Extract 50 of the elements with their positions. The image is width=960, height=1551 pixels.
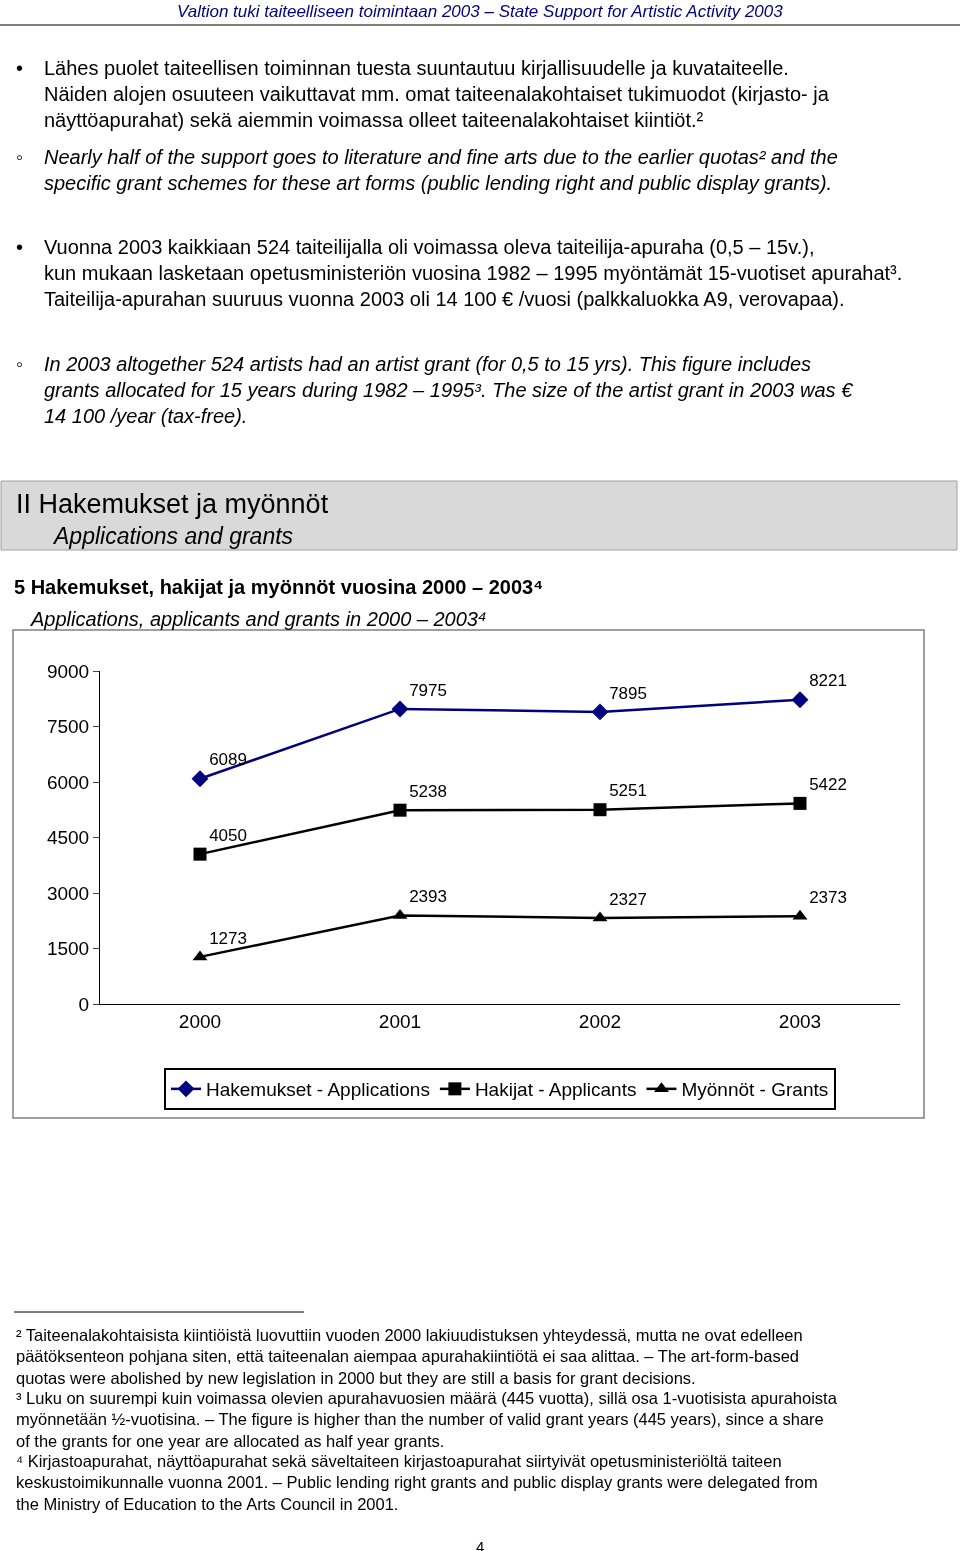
text: ◦ [16,353,24,375]
y-tick-label: 9000 [46,660,90,682]
x-tick-label: 2003 [778,1010,822,1032]
data-label: 2327 [609,889,647,909]
data-label: 5238 [409,781,447,801]
data-label: 5422 [809,775,847,795]
data-label: 2393 [409,887,447,907]
y-tick-label: 7500 [46,716,90,738]
y-tick-label: 4500 [46,827,90,849]
point [391,700,409,718]
point [193,847,207,861]
legend-label: Hakemukset - Applications [206,1079,430,1101]
x-tick-label: 2002 [578,1010,622,1032]
point [793,796,807,810]
data-label: 4050 [209,825,247,845]
data-label: 7975 [409,680,447,700]
text: ⁴ Kirjastoapurahat, näyttöapurahat sekä säveltaiteen kirjastoapurahat siirtyivät opetusministeriöltä taiteen keskustoimikunnalle vuonna 2001. – Public lending right grants and public display grants were delegated from the Ministry of Education to the Arts Council in 2001. [16,1452,818,1513]
data-label: 1273 [209,928,247,948]
x-tick-label: 2001 [378,1010,422,1032]
text: In 2003 altogether 524 artists had an artist grant (for 0,5 to 15 yrs). This figure includes grants allocated for 15 years during 1982 – 1995³. The size of the artist grant in 2003 was € 14 100 /year (tax-free). [44,353,854,427]
point [591,703,609,721]
text: Applications and grants [52,523,294,549]
chart-title: 5 Hakemukset, hakijat ja myönnöt vuosina 2000 – 2003⁴ [14,576,544,598]
text: Nearly half of the support goes to literature and fine arts due to the earlier quotas² and the specific grant schemes for these art forms (public lending right and public display grants). [44,146,838,194]
data-label: 6089 [209,750,247,770]
x-tick-label: 2000 [178,1010,222,1032]
text: Vuonna 2003 kaikkiaan 524 taiteilijalla oli voimassa oleva taiteilija-apuraha (0,5 – 15v.), kun mukaan lasketaan opetusministeriön vuosina 1982 – 1995 myöntämät 15-vuotiset apurahat³. Taiteilija-apurahan suuruus vuonna 2003 oli 14 100 € /vuosi (palkkaluokka A9, verovapaa). [44,236,903,310]
point [593,803,607,817]
data-label: 5251 [609,781,647,801]
text: ◦ [16,146,24,168]
text: ² Taiteenalakohtaisista kiintiöistä luovuttiin vuoden 2000 lakiuudistuksen yhteydessä, mutta ne ovat edelleen päätöksenteon pohjana siten, että taiteenalan aiempaa apurahakiintiötä ei saa alittaa. – The art-form-based quotas were abolished by new legislation in 2000 but they are still a basis for grant decisions. [16,1326,803,1387]
point [393,803,407,817]
y-tick-label: 1500 [46,938,90,960]
data-label: 2373 [809,887,847,907]
point [191,770,209,788]
text: II Hakemukset ja myönnöt [16,489,329,519]
point [791,691,809,709]
data-label: 8221 [809,671,847,691]
text: Valtion tuki taiteelliseen toimintaan 2003 – State Support for Artistic Activity 2003 [177,2,784,21]
data-label: 7895 [609,683,647,703]
text: ³ Luku on suurempi kuin voimassa olevien apurahavuosien määrä (445 vuotta), sillä osa 1-vuotisista apurahoista myönnetään ½-vuotisina. – The figure is higher than the number of valid grant years (445 years), since a share of the grants for one year are allocated as half year grants. [16,1389,838,1450]
legend-label: Hakijat - Applicants [474,1079,637,1101]
legend-label: Myönnöt - Grants [681,1079,829,1101]
text: • [16,57,24,79]
text: Lähes puolet taiteellisen toiminnan tuesta suuntautuu kirjallisuudelle ja kuvataiteelle. Näiden alojen osuuteen vaikuttavat mm. omat taiteenalakohtaiset tukimuodot (kirjasto- ja näyttöapurahat) sekä aiemmin voimassa olleet taiteenalakohtaiset kiintiöt.² [44,57,830,131]
text: • [16,236,24,258]
y-tick-label: 0 [78,993,90,1015]
chart-subtitle: Applications, applicants and grants in 2000 – 2003⁴ [30,608,487,630]
y-tick-label: 6000 [46,771,90,793]
y-tick-label: 3000 [46,882,90,904]
